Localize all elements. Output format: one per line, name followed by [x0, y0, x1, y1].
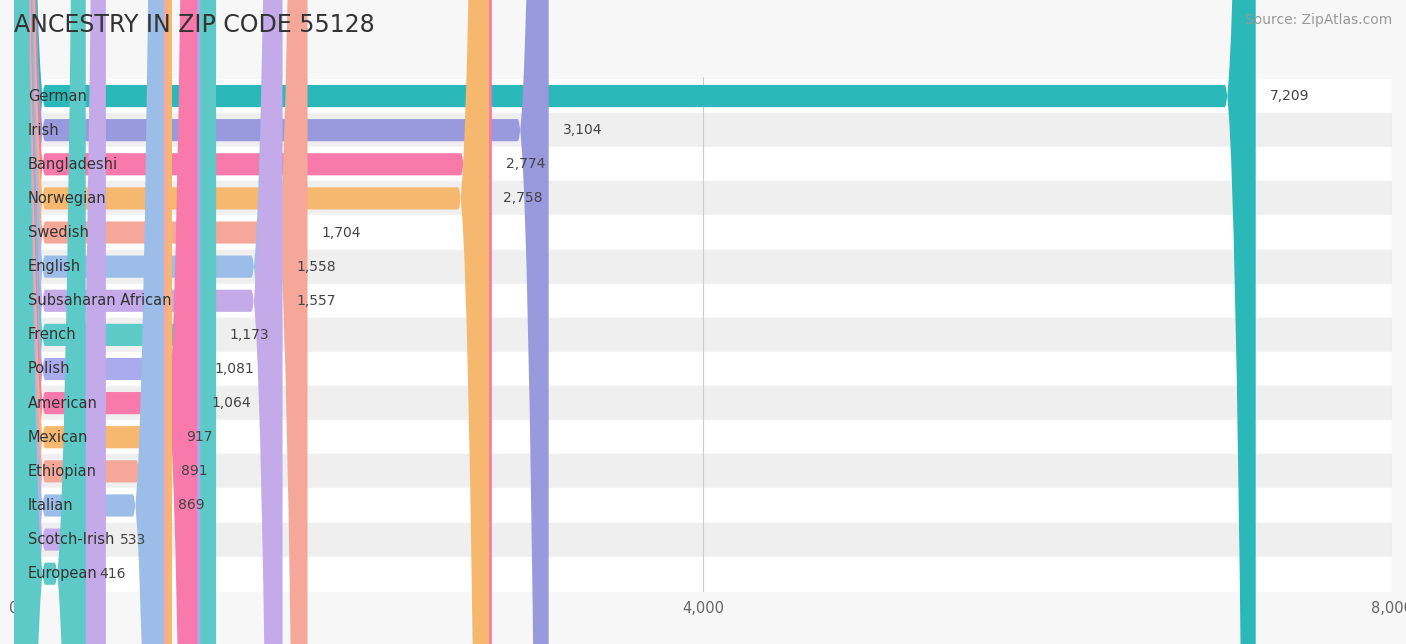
FancyBboxPatch shape — [14, 0, 163, 644]
FancyBboxPatch shape — [14, 0, 200, 644]
Text: 1,704: 1,704 — [322, 225, 361, 240]
Text: Ethiopian: Ethiopian — [28, 464, 97, 479]
Text: 869: 869 — [177, 498, 204, 513]
Text: Bangladeshi: Bangladeshi — [28, 156, 118, 172]
Bar — [14, 488, 1392, 522]
Text: 533: 533 — [120, 533, 146, 547]
Bar — [14, 556, 1392, 591]
Bar — [14, 420, 1392, 454]
Text: American: American — [28, 395, 97, 411]
Text: European: European — [28, 566, 97, 582]
FancyBboxPatch shape — [14, 0, 105, 644]
Text: French: French — [28, 327, 76, 343]
Bar — [14, 113, 1392, 147]
FancyBboxPatch shape — [14, 0, 217, 644]
Text: 2,774: 2,774 — [506, 157, 546, 171]
Bar — [14, 318, 1392, 352]
FancyBboxPatch shape — [14, 0, 492, 644]
Text: English: English — [28, 259, 82, 274]
Text: 1,081: 1,081 — [214, 362, 253, 376]
Bar — [14, 216, 1392, 250]
Text: Mexican: Mexican — [28, 430, 89, 445]
Text: 1,557: 1,557 — [297, 294, 336, 308]
Bar — [14, 182, 1392, 216]
FancyBboxPatch shape — [14, 0, 197, 644]
Text: 416: 416 — [100, 567, 127, 581]
Bar — [14, 386, 1392, 420]
FancyBboxPatch shape — [14, 0, 548, 644]
FancyBboxPatch shape — [14, 0, 489, 644]
Bar — [14, 147, 1392, 182]
Bar — [14, 284, 1392, 318]
Text: Italian: Italian — [28, 498, 73, 513]
Text: Swedish: Swedish — [28, 225, 89, 240]
Text: Subsaharan African: Subsaharan African — [28, 293, 172, 308]
Bar — [14, 250, 1392, 284]
Bar — [14, 79, 1392, 113]
Text: 1,064: 1,064 — [211, 396, 250, 410]
Text: ANCESTRY IN ZIP CODE 55128: ANCESTRY IN ZIP CODE 55128 — [14, 13, 375, 37]
Text: 2,758: 2,758 — [503, 191, 543, 205]
Text: Irish: Irish — [28, 122, 59, 138]
FancyBboxPatch shape — [14, 0, 86, 644]
Text: Scotch-Irish: Scotch-Irish — [28, 532, 114, 547]
FancyBboxPatch shape — [14, 0, 172, 644]
FancyBboxPatch shape — [14, 0, 283, 644]
Bar — [14, 454, 1392, 488]
Text: 891: 891 — [181, 464, 208, 478]
Text: 7,209: 7,209 — [1270, 89, 1309, 103]
Text: Source: ZipAtlas.com: Source: ZipAtlas.com — [1244, 13, 1392, 27]
FancyBboxPatch shape — [14, 0, 308, 644]
FancyBboxPatch shape — [14, 0, 167, 644]
Text: German: German — [28, 88, 87, 104]
FancyBboxPatch shape — [14, 0, 1256, 644]
Text: 917: 917 — [186, 430, 212, 444]
Text: 1,173: 1,173 — [229, 328, 270, 342]
Text: 1,558: 1,558 — [297, 260, 336, 274]
FancyBboxPatch shape — [14, 0, 283, 644]
Bar — [14, 352, 1392, 386]
Bar — [14, 522, 1392, 556]
Text: 3,104: 3,104 — [562, 123, 602, 137]
Text: Norwegian: Norwegian — [28, 191, 107, 206]
Text: Polish: Polish — [28, 361, 70, 377]
